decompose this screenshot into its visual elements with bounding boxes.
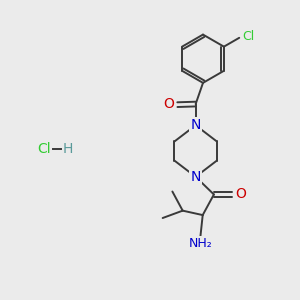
Text: H: H [63, 142, 73, 155]
Text: NH₂: NH₂ [188, 236, 212, 250]
Text: O: O [164, 97, 175, 111]
Text: O: O [235, 188, 246, 202]
Text: N: N [190, 170, 201, 184]
Text: N: N [190, 118, 201, 132]
Text: Cl: Cl [242, 30, 255, 43]
Text: Cl: Cl [37, 142, 51, 155]
